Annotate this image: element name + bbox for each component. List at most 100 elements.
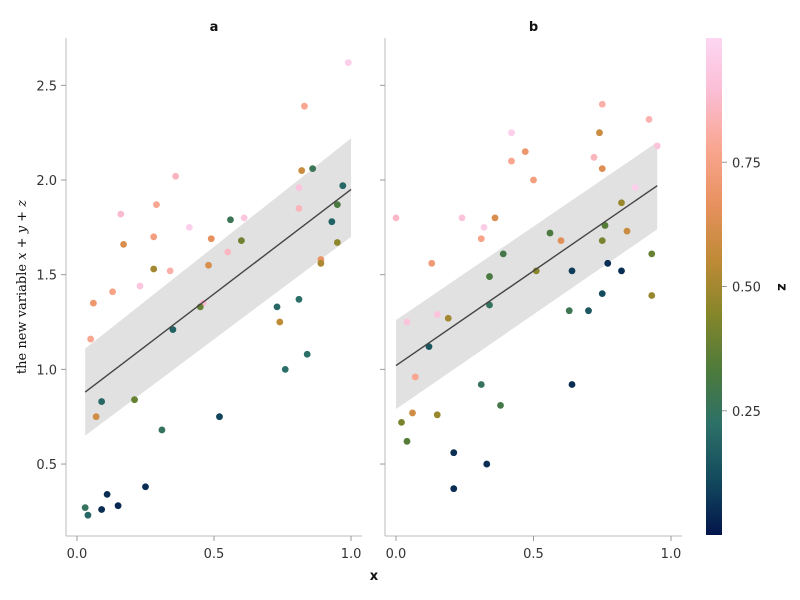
- scatter-point: [486, 301, 493, 309]
- scatter-point: [98, 398, 106, 405]
- scatter-point: [92, 413, 100, 421]
- scatter-point: [142, 483, 149, 491]
- scatter-point: [309, 165, 317, 173]
- y-tick-label: 0.5: [36, 458, 57, 473]
- scatter-point: [480, 223, 488, 231]
- scatter-point: [631, 184, 639, 191]
- scatter-point: [295, 205, 303, 212]
- scatter-point: [596, 129, 603, 137]
- scatter-point: [450, 449, 458, 457]
- scatter-point: [81, 504, 89, 511]
- scatter-point: [433, 411, 441, 419]
- scatter-point: [585, 307, 592, 315]
- scatter-point: [317, 259, 325, 267]
- scatter-point: [618, 199, 625, 207]
- x-tick-label: 1.0: [341, 547, 362, 562]
- scatter-point: [295, 184, 303, 191]
- scatter-point: [450, 485, 458, 493]
- panel-a: a 0.0 0.5 1.0 0.5 1.0 1.5 2.0 2.5: [36, 20, 362, 562]
- scatter-point: [568, 381, 576, 388]
- scatter-point: [301, 102, 308, 110]
- panel-b: b 0.0 0.5 1.0: [380, 20, 682, 562]
- scatter-point: [530, 176, 537, 184]
- scatter-point: [557, 237, 565, 245]
- scatter-point: [216, 413, 223, 421]
- scatter-point: [117, 210, 125, 218]
- scatter-point: [333, 239, 341, 246]
- scatter-point: [433, 311, 441, 318]
- scatter-point: [508, 129, 515, 137]
- scatter-point: [109, 288, 116, 296]
- scatter-point: [298, 167, 306, 174]
- y-tick-label: 2.5: [36, 79, 57, 94]
- scatter-point: [601, 222, 609, 229]
- scatter-point: [598, 165, 606, 173]
- scatter-point: [477, 381, 485, 388]
- y-axis-title: the new variable x + y + z: [15, 200, 30, 374]
- scatter-point: [618, 267, 625, 275]
- scatter-point: [185, 223, 193, 231]
- colorbar-gradient: [706, 38, 722, 535]
- scatter-point: [590, 153, 598, 161]
- colorbar-tick-label: 0.50: [732, 281, 761, 296]
- x-tick-label: 1.0: [661, 547, 682, 562]
- scatter-point: [604, 259, 612, 267]
- scatter-point: [508, 157, 515, 165]
- colorbar-label: z: [774, 283, 789, 291]
- x-axis-title: x: [370, 569, 379, 584]
- scatter-point: [499, 250, 507, 258]
- scatter-point: [565, 307, 573, 315]
- x-tick-label: 0.5: [523, 547, 544, 562]
- scatter-point: [598, 100, 606, 108]
- scatter-point: [486, 273, 493, 280]
- scatter-point: [281, 365, 289, 373]
- scatter-point: [131, 396, 138, 404]
- scatter-point: [207, 235, 215, 243]
- colorbar-tick-label: 0.75: [732, 156, 761, 171]
- panel-title: a: [210, 20, 219, 35]
- regression-line: [84, 188, 352, 393]
- scatter-point: [411, 373, 419, 381]
- y-tick-label: 1.0: [36, 363, 57, 378]
- scatter-point: [648, 292, 656, 299]
- scatter-point: [491, 214, 499, 222]
- colorbar: 0.25 0.50 0.75 z: [706, 38, 789, 535]
- scatter-point: [403, 437, 411, 445]
- scatter-point: [114, 502, 122, 510]
- scatter-point: [169, 326, 177, 334]
- scatter-point: [403, 318, 411, 326]
- scatter-point: [227, 216, 234, 224]
- scatter-point: [333, 201, 341, 209]
- scatter-point: [238, 237, 245, 245]
- regression-line: [395, 185, 658, 367]
- scatter-point: [392, 214, 400, 222]
- x-tick-label: 0.0: [67, 547, 88, 562]
- scatter-point: [328, 218, 336, 226]
- scatter-point: [339, 182, 347, 190]
- confidence-band: [85, 138, 352, 436]
- panel-title: b: [529, 20, 538, 35]
- scatter-point: [344, 59, 352, 67]
- scatter-point: [477, 235, 485, 243]
- scatter-point: [409, 409, 416, 417]
- scatter-point: [166, 267, 174, 275]
- scatter-point: [648, 250, 656, 258]
- scatter-point: [98, 506, 106, 513]
- x-tick-label: 0.5: [204, 547, 225, 562]
- scatter-point: [150, 265, 158, 273]
- scatter-point: [598, 290, 606, 298]
- scatter-point: [428, 259, 436, 267]
- scatter-point: [136, 282, 144, 290]
- scatter-point: [645, 116, 653, 123]
- scatter-point: [398, 418, 405, 426]
- y-tick-label: 2.0: [36, 174, 57, 189]
- scatter-point: [103, 490, 111, 498]
- scatter-point: [87, 335, 95, 343]
- scatter-point: [276, 318, 284, 326]
- colorbar-tick-label: 0.25: [732, 405, 761, 420]
- svg-text:the new variable x + y + z: the new variable x + y + z: [15, 200, 30, 374]
- y-tick-label: 1.5: [36, 269, 57, 284]
- scatter-point: [90, 299, 97, 307]
- scatter-point: [153, 201, 160, 209]
